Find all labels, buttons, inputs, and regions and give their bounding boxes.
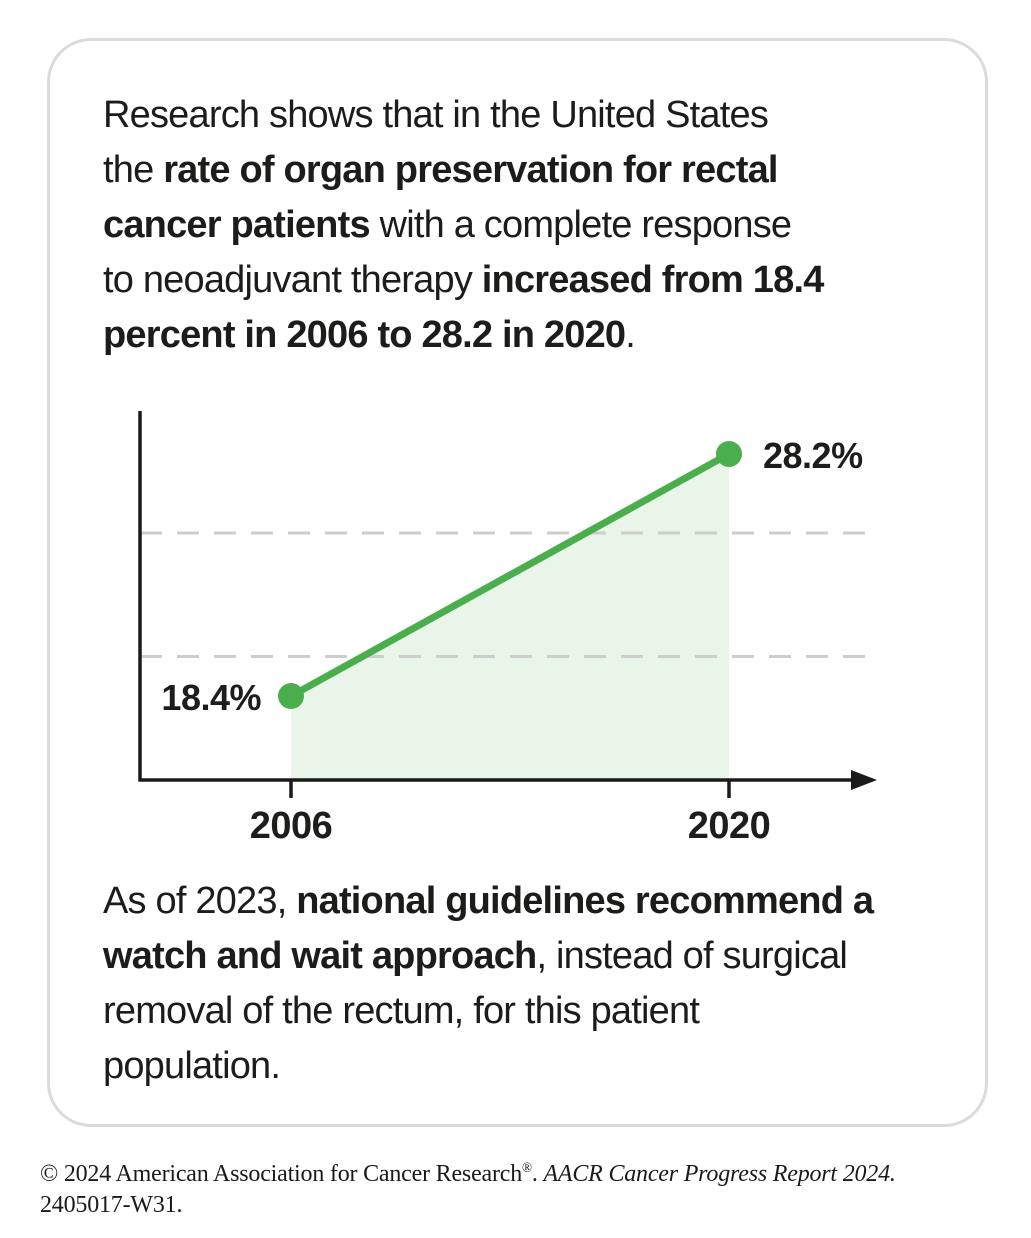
text-segment: with a complete response bbox=[369, 204, 793, 246]
text-segment: AACR Cancer Progress Report 2024. bbox=[543, 1161, 896, 1187]
intro-text: Research shows that in the United States… bbox=[103, 88, 824, 363]
text-segment: the bbox=[103, 149, 164, 191]
text-line: removal of the rectum, for this patient bbox=[103, 984, 873, 1039]
infographic-card: Research shows that in the United States… bbox=[47, 38, 988, 1127]
outro-text: As of 2023, national guidelines recommen… bbox=[103, 874, 874, 1094]
text-segment: rate of organ preservation for rectal bbox=[163, 149, 778, 191]
text-segment: increased from 18.4 bbox=[481, 259, 825, 301]
text-segment: population. bbox=[103, 1045, 281, 1087]
text-segment: cancer patients bbox=[103, 204, 371, 246]
chart-area: 2006 2020 18.4% 28.2% bbox=[47, 400, 988, 860]
text-line: watch and wait approach, instead of surg… bbox=[103, 929, 873, 984]
x-tick-label: 2020 bbox=[688, 805, 771, 847]
footer-line-copyright: © 2024 American Association for Cancer R… bbox=[40, 1152, 1000, 1190]
text-segment: national guidelines recommend a bbox=[296, 880, 874, 922]
footer-line-id: 2405017-W31. bbox=[40, 1190, 1000, 1221]
text-segment: . bbox=[531, 1161, 544, 1187]
x-tick-label: 2006 bbox=[250, 805, 333, 847]
footer-credit: © 2024 American Association for Cancer R… bbox=[40, 1152, 1000, 1221]
point-label: 18.4% bbox=[161, 677, 261, 718]
text-segment: ® bbox=[522, 1160, 532, 1175]
text-segment: © 2024 American Association for Cancer R… bbox=[40, 1161, 523, 1187]
area-fill bbox=[291, 453, 729, 780]
footer-id-text: 2405017-W31. bbox=[40, 1192, 183, 1218]
line-chart: 2006 2020 18.4% 28.2% bbox=[138, 411, 877, 847]
text-segment: , instead of surgical bbox=[536, 935, 848, 977]
text-line: As of 2023, national guidelines recommen… bbox=[103, 874, 874, 929]
point-label: 28.2% bbox=[763, 435, 863, 476]
text-line: Research shows that in the United States bbox=[103, 88, 824, 143]
text-segment: . bbox=[625, 314, 636, 356]
data-point bbox=[716, 440, 742, 467]
x-axis-arrow-icon bbox=[851, 770, 877, 790]
data-line bbox=[289, 450, 731, 700]
text-segment: Research shows that in the United States bbox=[103, 94, 769, 136]
text-segment: As of 2023, bbox=[103, 880, 297, 922]
text-line: percent in 2006 to 28.2 in 2020. bbox=[103, 308, 824, 363]
text-segment: watch and wait approach bbox=[103, 935, 537, 977]
text-segment: percent in 2006 to 28.2 in 2020 bbox=[103, 314, 626, 356]
text-line: to neoadjuvant therapy increased from 18… bbox=[103, 253, 824, 308]
text-line: the rate of organ preservation for recta… bbox=[103, 143, 824, 198]
text-line: cancer patients with a complete response bbox=[103, 198, 824, 253]
text-segment: removal of the rectum, for this patient bbox=[103, 990, 700, 1032]
text-line: population. bbox=[103, 1039, 873, 1094]
data-point bbox=[278, 683, 304, 710]
text-segment: to neoadjuvant therapy bbox=[103, 259, 482, 301]
